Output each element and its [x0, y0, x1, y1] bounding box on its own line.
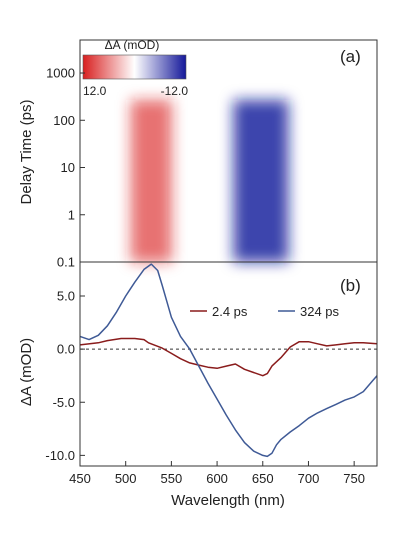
spectra-x-tick-label: 600: [206, 471, 228, 486]
heatmap-y-axis-title: Delay Time (ps): [18, 99, 35, 204]
legend: 2.4 ps 324 ps: [190, 304, 340, 319]
spectra-y-tick-label: 5.0: [57, 289, 75, 304]
legend-label-324-ps: 324 ps: [300, 304, 340, 319]
heatmap-y-axis: 0.1 1 10 100 1000: [46, 66, 85, 270]
series-line-2: [79, 263, 378, 458]
series-line-1: [79, 337, 378, 377]
colorbar-title: ΔA (mOD): [105, 38, 160, 52]
spectra-panel: (b) 2.4 ps 324 ps -10.0 -5.0 0.0 5.0 450 500…: [18, 261, 378, 509]
spectra-x-axis-title: Wavelength (nm): [171, 492, 285, 509]
spectra-y-axis-title: ΔA (mOD): [18, 338, 35, 406]
heatmap-y-tick-label: 1: [68, 207, 75, 222]
heatmap-y-tick-label: 1000: [46, 66, 75, 81]
spectra-x-tick-label: 450: [69, 471, 91, 486]
colorbar-gradient: [82, 54, 187, 80]
spectra-x-tick-label: 750: [343, 471, 365, 486]
colorbar-max-label: -12.0: [161, 84, 189, 98]
heatmap-y-tick-label: 10: [61, 160, 75, 175]
spectra-y-tick-label: -5.0: [53, 395, 75, 410]
spectra-x-tick-label: 700: [298, 471, 320, 486]
panel-b-label: (b): [340, 276, 361, 295]
spectra-x-axis: 450 500 550 600 650 700 750: [69, 461, 365, 486]
spectra-y-tick-label: -10.0: [45, 448, 75, 463]
spectra-x-tick-label: 550: [161, 471, 183, 486]
spectra-y-axis: -10.0 -5.0 0.0 5.0: [45, 289, 85, 463]
panel-a-label: (a): [340, 47, 361, 66]
heatmap-y-tick-label: 100: [53, 113, 75, 128]
heatmap-band-1: [130, 100, 172, 262]
heatmap-bands: [130, 100, 289, 262]
spectra-y-tick-label: 0.0: [57, 342, 75, 357]
spectra-series: [79, 263, 378, 458]
heatmap-panel: ΔA (mOD) 12.0 -12.0 (a) 0.1 1 10 100 1000 De…: [18, 38, 378, 270]
heatmap-y-tick-label: 0.1: [57, 255, 75, 270]
colorbar-min-label: 12.0: [83, 84, 107, 98]
legend-label-2-4-ps: 2.4 ps: [212, 304, 248, 319]
spectra-frame: [79, 261, 378, 467]
spectra-x-tick-label: 650: [252, 471, 274, 486]
heatmap-band-2: [233, 100, 289, 262]
colorbar: ΔA (mOD) 12.0 -12.0: [82, 38, 189, 98]
spectra-x-tick-label: 500: [115, 471, 137, 486]
